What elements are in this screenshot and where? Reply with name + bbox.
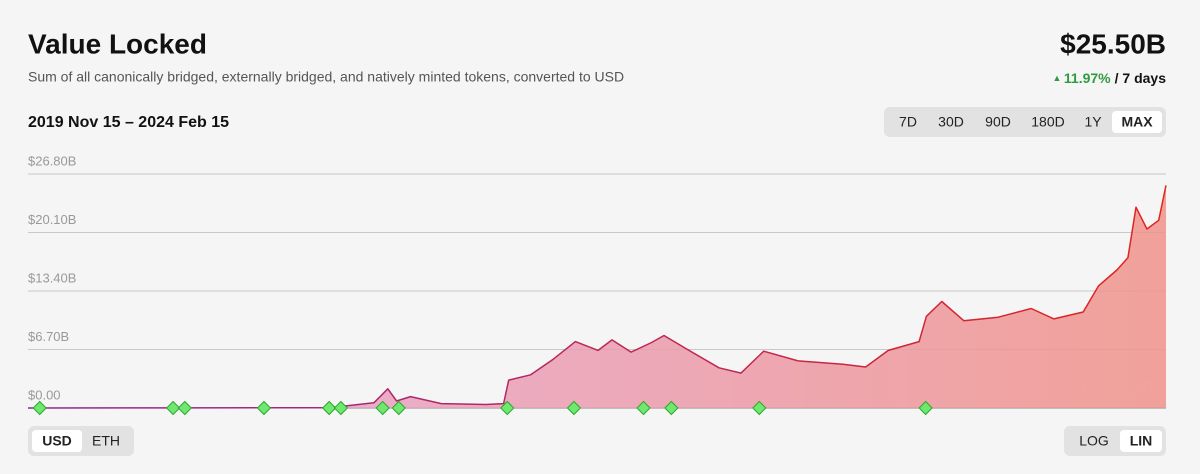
event-marker xyxy=(32,400,47,416)
event-marker xyxy=(391,400,406,416)
scale-button[interactable] xyxy=(1120,430,1162,452)
range-label[interactable]: 7D xyxy=(899,114,917,130)
change-arrow: ▲ xyxy=(1052,73,1063,83)
total-value: $25.50B xyxy=(1060,28,1166,59)
scale-label[interactable]: LOG xyxy=(1079,433,1109,449)
event-marker xyxy=(664,400,679,416)
area-line xyxy=(27,185,1167,409)
event-marker xyxy=(636,400,651,416)
range-group xyxy=(884,107,1166,137)
range-label[interactable]: MAX xyxy=(1121,114,1153,130)
y-tick-label: $0.00 xyxy=(28,387,61,402)
event-marker xyxy=(752,400,767,416)
event-marker xyxy=(500,400,515,416)
event-marker xyxy=(566,400,582,416)
event-marker xyxy=(256,400,272,416)
range-label[interactable]: 180D xyxy=(1031,114,1064,130)
change-period: / 7 days xyxy=(1115,70,1167,86)
y-tick-label: $13.40B xyxy=(28,270,76,285)
area-fill xyxy=(28,185,1166,408)
unit-button[interactable] xyxy=(32,430,82,452)
y-tick-label: $6.70B xyxy=(28,329,69,344)
event-marker xyxy=(177,400,193,416)
event-marker xyxy=(321,400,337,416)
range-label[interactable]: 1Y xyxy=(1084,114,1102,130)
range-label[interactable]: 30D xyxy=(938,114,964,130)
range-button[interactable] xyxy=(1112,111,1162,133)
change: ▲ 11.97%/ 7 days xyxy=(1052,70,1166,86)
event-marker xyxy=(918,400,933,416)
y-tick-label: $26.80B xyxy=(28,153,76,168)
event-marker xyxy=(333,400,349,416)
y-tick-label: $20.10B xyxy=(28,212,76,227)
change-value: 11.97% xyxy=(1064,70,1111,86)
unit-label[interactable]: ETH xyxy=(92,433,120,449)
range-label[interactable]: 90D xyxy=(985,114,1011,130)
event-marker xyxy=(375,400,390,416)
unit-label[interactable]: USD xyxy=(42,433,72,449)
date-range: 2019 Nov 15 – 2024 Feb 15 xyxy=(28,114,229,131)
event-marker xyxy=(165,400,181,416)
scale-label[interactable]: LIN xyxy=(1130,433,1153,449)
subtitle: Sum of all canonically bridged, external… xyxy=(28,69,624,85)
title: Value Locked xyxy=(28,28,207,59)
